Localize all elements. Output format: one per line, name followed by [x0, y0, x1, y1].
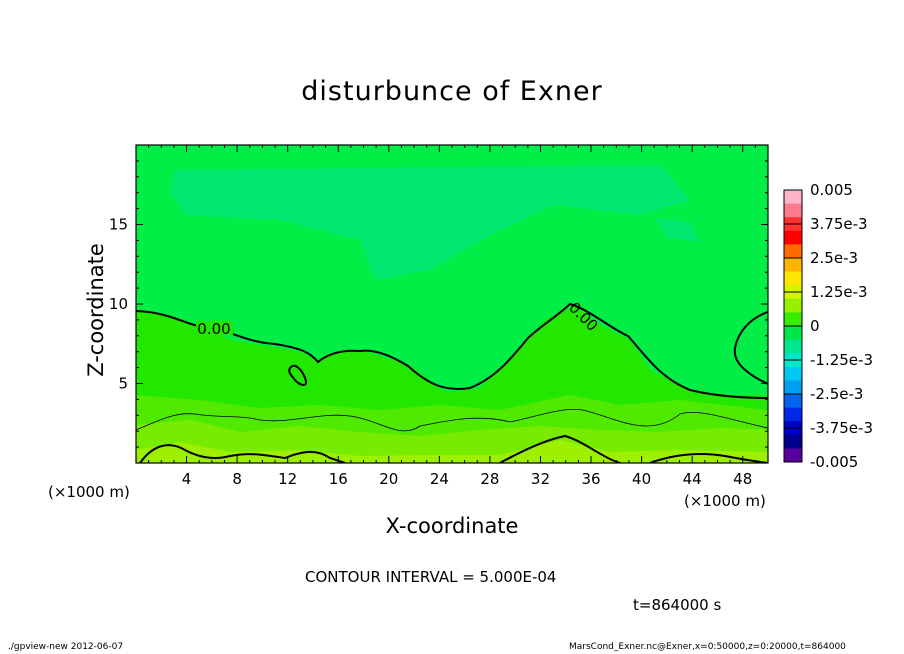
colorbar-label: -1.25e-3 [810, 351, 873, 369]
contour-bottom-middle [499, 434, 621, 463]
x-tick-label: 48 [733, 470, 752, 488]
x-tick-label: 8 [232, 470, 242, 488]
contour-bottom-left [139, 444, 346, 463]
y-tick-label: 10 [109, 295, 128, 313]
y-tick-label: 15 [109, 216, 128, 234]
colorbar-swatch [784, 312, 802, 327]
colorbar-swatch [784, 339, 802, 354]
x-tick-label: 16 [329, 470, 348, 488]
colorbar-swatch [784, 448, 802, 463]
x-tick-label: 4 [182, 470, 192, 488]
colorbar-swatch [784, 394, 802, 408]
time-label: t=864000 s [633, 596, 722, 614]
colorbar-swatch [784, 434, 802, 449]
contour-right-edge-line [733, 311, 768, 385]
contour-closed-loop [288, 364, 307, 386]
contour-interval-note: CONTOUR INTERVAL = 5.000E-04 [305, 568, 557, 586]
x-unit-right: (×1000 m) [684, 492, 766, 510]
field-positive-band-3 [136, 440, 768, 463]
colorbar: 0.005 3.75e-3 2.5e-3 1.25e-3 0 -1.25e-3 -2.5e-… [783, 181, 873, 471]
colorbar-label: -3.75e-3 [810, 419, 873, 437]
contour-bottom-right [649, 453, 768, 463]
x-tick-label: 28 [480, 470, 499, 488]
x-tick-label: 20 [379, 470, 398, 488]
colorbar-swatch [784, 380, 802, 395]
colorbar-swatch [784, 258, 802, 272]
colorbar-label: 0.005 [810, 181, 853, 199]
x-tick-label: 12 [278, 470, 297, 488]
contour-thin-line [136, 408, 768, 432]
colorbar-swatch [784, 230, 802, 245]
contour-label-1: 0.00 [197, 320, 230, 338]
contour-label-bg-1 [196, 321, 233, 335]
colorbar-label: 0 [810, 317, 820, 335]
colorbar-label: -2.5e-3 [810, 385, 863, 403]
x-unit-left: (×1000 m) [48, 483, 130, 501]
colorbar-swatch [784, 298, 802, 313]
y-tick-label: 5 [118, 375, 128, 393]
colorbar-swatch [784, 407, 802, 422]
contour-zero-line [136, 302, 768, 399]
colorbar-label: 3.75e-3 [810, 215, 868, 233]
colorbar-swatch [784, 244, 802, 259]
footer-left: ./gpview-new 2012-06-07 [8, 642, 124, 652]
colorbar-swatch [784, 203, 802, 218]
colorbar-swatch [784, 366, 802, 381]
x-tick-label: 44 [683, 470, 702, 488]
colorbar-swatch [784, 271, 802, 286]
x-axis: 4 8 12 16 20 24 28 32 36 40 44 48 [148, 145, 756, 488]
colorbar-swatch [784, 190, 802, 204]
colorbar-label: 2.5e-3 [810, 249, 858, 267]
chart-title: disturbunce of Exner [301, 76, 603, 107]
colorbar-label: -0.005 [810, 453, 858, 471]
x-axis-label: X-coordinate [385, 514, 519, 538]
field-upper-negative-region [170, 165, 690, 280]
x-tick-label: 32 [531, 470, 550, 488]
colorbar-swatch [784, 326, 802, 340]
field-small-negative-region [655, 218, 700, 242]
y-axis: 5 10 15 [109, 160, 768, 448]
plot-field: 0.00 0.00 [136, 145, 768, 463]
x-tick-label: 24 [430, 470, 449, 488]
colorbar-label: 1.25e-3 [810, 283, 868, 301]
x-tick-label: 36 [581, 470, 600, 488]
footer-right: MarsCond_Exner.nc@Exner,x=0:50000,z=0:20… [569, 642, 846, 652]
x-tick-label: 40 [632, 470, 651, 488]
